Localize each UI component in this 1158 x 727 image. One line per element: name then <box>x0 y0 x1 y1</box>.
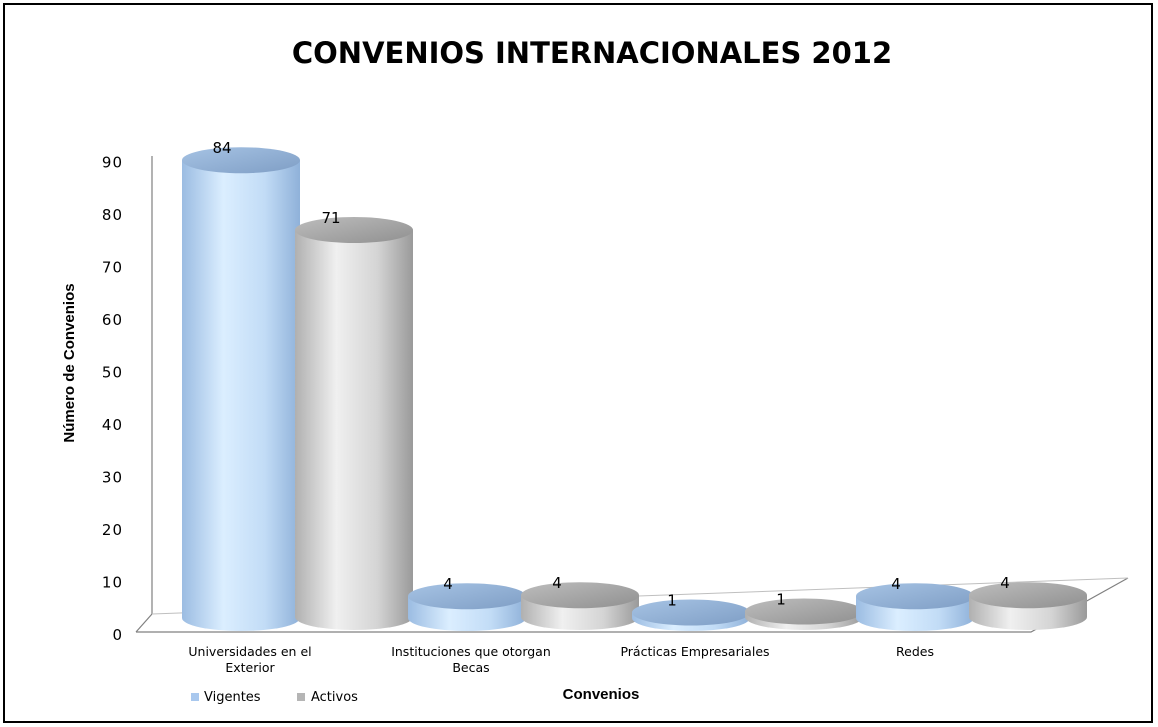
bar-top <box>295 217 413 244</box>
chart-frame: CONVENIOS INTERNACIONALES 2012 Número de… <box>3 3 1153 723</box>
bar-top <box>745 598 863 625</box>
bar-body <box>295 230 413 631</box>
bar-vigentes-0 <box>182 147 300 631</box>
data-label: 4 <box>891 575 901 593</box>
chart-title: CONVENIOS INTERNACIONALES 2012 <box>292 36 892 70</box>
y-tick-label: 50 <box>102 364 123 382</box>
x-axis-title: Convenios <box>563 686 640 703</box>
bar-vigentes-2 <box>632 599 750 631</box>
category-label: Instituciones que otorgan Becas <box>391 644 551 675</box>
bar-vigentes-3 <box>856 583 974 631</box>
data-label: 1 <box>667 592 677 610</box>
bar-top <box>182 147 300 174</box>
bar-activos-2 <box>745 598 863 630</box>
category-label: Prácticas Empresariales <box>620 644 769 659</box>
bar-activos-0 <box>295 217 413 631</box>
floor-outline <box>136 577 1129 633</box>
bar-top <box>521 582 639 609</box>
bar-top <box>856 583 974 610</box>
y-tick-label: 40 <box>102 416 123 434</box>
data-label: 4 <box>552 574 562 592</box>
y-tick-label: 60 <box>102 311 123 329</box>
bar-vigentes-1 <box>408 583 526 631</box>
bar-body <box>182 160 300 631</box>
data-label: 1 <box>776 591 786 609</box>
bar-top <box>632 599 750 626</box>
y-tick-label: 20 <box>102 521 123 539</box>
chart: CONVENIOS INTERNACIONALES 2012 Número de… <box>61 36 1129 705</box>
y-axis-title: Número de Convenios <box>61 283 78 442</box>
category-labels: Universidades en el Exterior Instituciones… <box>188 644 934 675</box>
floor-left-edge <box>135 613 153 633</box>
legend-label-activos: Activos <box>311 690 358 705</box>
y-tick-label: 80 <box>102 206 123 224</box>
y-tick-label: 70 <box>102 259 123 277</box>
bar-activos-3 <box>969 582 1087 630</box>
legend-swatch-activos <box>297 693 305 701</box>
bar-top <box>408 583 526 610</box>
data-label: 4 <box>1000 574 1010 592</box>
legend-label-vigentes: Vigentes <box>204 690 261 705</box>
legend: Vigentes Activos <box>191 690 358 705</box>
data-label: 84 <box>212 139 231 157</box>
y-axis-ticks: 0 10 20 30 40 50 60 70 80 90 <box>102 154 123 645</box>
data-label: 71 <box>321 209 340 227</box>
y-tick-label: 0 <box>112 626 123 644</box>
legend-swatch-vigentes <box>191 693 199 701</box>
category-label: Universidades en el Exterior <box>188 644 311 675</box>
category-label: Redes <box>896 644 934 659</box>
y-tick-label: 30 <box>102 469 123 487</box>
bars <box>182 147 1087 631</box>
y-tick-label: 90 <box>102 154 123 172</box>
bar-activos-1 <box>521 582 639 630</box>
y-tick-label: 10 <box>102 574 123 592</box>
data-labels: 84 71 4 4 1 1 4 4 <box>212 139 1009 609</box>
bar-top <box>969 582 1087 609</box>
data-label: 4 <box>443 575 453 593</box>
